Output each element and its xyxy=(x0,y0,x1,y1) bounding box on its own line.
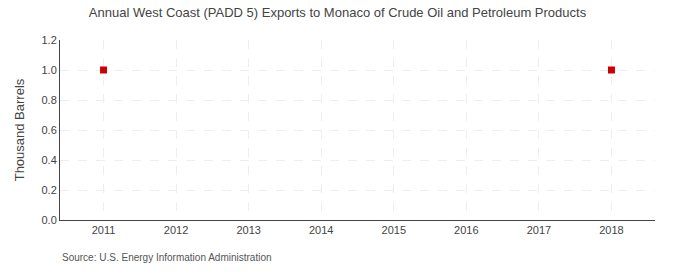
svg-text:2012: 2012 xyxy=(164,224,188,236)
svg-text:0.8: 0.8 xyxy=(42,94,57,106)
svg-text:1.0: 1.0 xyxy=(42,64,57,76)
svg-text:Source: U.S. Energy Informatio: Source: U.S. Energy Information Administ… xyxy=(62,252,272,263)
svg-text:Thousand Barrels: Thousand Barrels xyxy=(12,78,27,181)
svg-text:2016: 2016 xyxy=(454,224,478,236)
svg-text:2013: 2013 xyxy=(236,224,260,236)
svg-text:0.2: 0.2 xyxy=(42,184,57,196)
svg-text:2015: 2015 xyxy=(382,224,406,236)
svg-text:2017: 2017 xyxy=(527,224,551,236)
svg-text:1.2: 1.2 xyxy=(42,34,57,46)
svg-text:2018: 2018 xyxy=(599,224,623,236)
svg-text:2014: 2014 xyxy=(309,224,333,236)
svg-text:Annual West Coast (PADD 5) Exp: Annual West Coast (PADD 5) Exports to Mo… xyxy=(89,5,587,20)
svg-text:0.0: 0.0 xyxy=(42,214,57,226)
svg-text:2011: 2011 xyxy=(92,224,116,236)
svg-text:0.6: 0.6 xyxy=(42,124,57,136)
svg-text:0.4: 0.4 xyxy=(42,154,57,166)
